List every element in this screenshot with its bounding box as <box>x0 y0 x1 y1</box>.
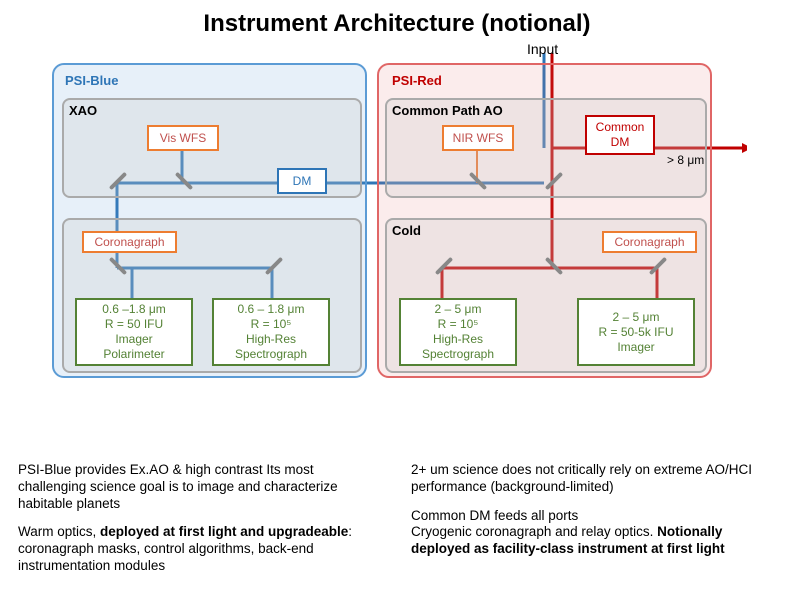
psi-red-label: PSI-Red <box>392 73 442 88</box>
dm-box: DM <box>277 168 327 194</box>
spec-red-2: 2 – 5 μm R = 50-5k IFU Imager <box>577 298 695 366</box>
spec-line: 0.6 – 1.8 μm <box>238 302 305 317</box>
cold-label: Cold <box>392 223 421 238</box>
note-text: Warm optics, deployed at first light and… <box>18 524 383 575</box>
vis-wfs-box: Vis WFS <box>147 125 219 151</box>
spec-red-1: 2 – 5 μm R = 10⁵ High-Res Spectrograph <box>399 298 517 366</box>
spec-line: High-Res <box>433 332 483 347</box>
note-fragment: Warm optics, <box>18 524 100 539</box>
note-fragment-bold: deployed at first light and upgradeable <box>100 524 348 539</box>
architecture-diagram: Input PSI-Blue PSI-Red XAO Common Path A… <box>47 53 747 383</box>
spec-blue-1: 0.6 –1.8 μm R = 50 IFU Imager Polarimete… <box>75 298 193 366</box>
spec-blue-2: 0.6 – 1.8 μm R = 10⁵ High-Res Spectrogra… <box>212 298 330 366</box>
spec-line: Spectrograph <box>422 347 494 362</box>
spec-line: 2 – 5 μm <box>613 310 660 325</box>
page-title: Instrument Architecture (notional) <box>0 0 794 38</box>
common-dm-box: Common DM <box>585 115 655 155</box>
coronagraph-left-box: Coronagraph <box>82 231 177 253</box>
gt-8um-label: > 8 μm <box>667 153 704 167</box>
nir-wfs-box: NIR WFS <box>442 125 514 151</box>
spec-line: Polarimeter <box>103 347 164 362</box>
psi-blue-label: PSI-Blue <box>65 73 118 88</box>
notes-col-left: PSI-Blue provides Ex.AO & high contrast … <box>18 462 383 587</box>
spec-line: 2 – 5 μm <box>435 302 482 317</box>
cpao-label: Common Path AO <box>392 103 503 118</box>
input-label: Input <box>527 41 558 57</box>
notes-section: PSI-Blue provides Ex.AO & high contrast … <box>18 462 776 587</box>
note-text: Common DM feeds all ports Cryogenic coro… <box>411 508 776 559</box>
spec-line: Imager <box>115 332 152 347</box>
spec-line: R = 50-5k IFU <box>598 325 673 340</box>
coronagraph-right-box: Coronagraph <box>602 231 697 253</box>
spec-line: Imager <box>617 340 654 355</box>
spec-line: R = 10⁵ <box>251 317 292 332</box>
spec-line: R = 10⁵ <box>438 317 479 332</box>
note-text: PSI-Blue provides Ex.AO & high contrast … <box>18 462 383 513</box>
spec-line: R = 50 IFU <box>105 317 163 332</box>
xao-label: XAO <box>69 103 97 118</box>
notes-col-right: 2+ um science does not critically rely o… <box>411 462 776 587</box>
note-text: 2+ um science does not critically rely o… <box>411 462 776 496</box>
spec-line: High-Res <box>246 332 296 347</box>
note-fragment: Common DM feeds all ports Cryogenic coro… <box>411 508 657 540</box>
spec-line: 0.6 –1.8 μm <box>102 302 166 317</box>
spec-line: Spectrograph <box>235 347 307 362</box>
